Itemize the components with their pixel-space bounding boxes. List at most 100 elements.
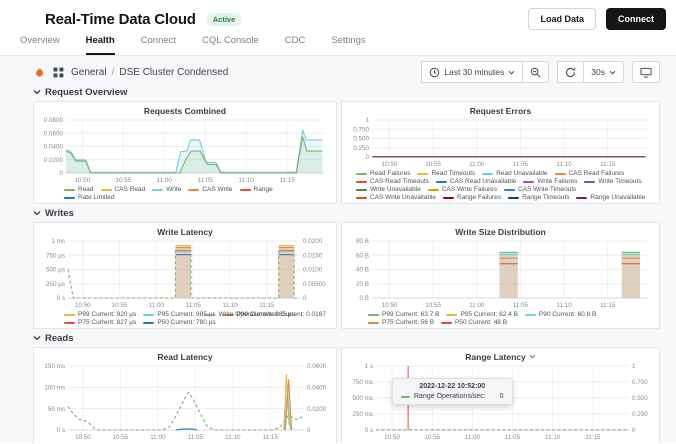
legend-item[interactable]: Write Timeouts xyxy=(584,178,642,185)
refresh-interval-dropdown[interactable]: 30s xyxy=(583,62,623,82)
svg-text:10:55: 10:55 xyxy=(112,302,128,309)
tab-overview[interactable]: Overview xyxy=(20,35,60,46)
legend-item[interactable]: P75 Current: 827 µs xyxy=(64,319,136,326)
legend-swatch xyxy=(64,196,75,199)
read-latency-chart[interactable]: 0 s 0 50 ms 0.0200 100 ms 0.0400 150 ms 0.0600 1… xyxy=(38,362,332,442)
legend-item[interactable]: Range Unavailable xyxy=(576,194,645,201)
monitor-icon xyxy=(640,67,652,78)
svg-text:0.0600: 0.0600 xyxy=(307,363,327,370)
legend-item[interactable]: P99 Current: 920 µs xyxy=(64,311,136,318)
breadcrumb-dashboard-name[interactable]: DSE Cluster Condensed xyxy=(119,66,229,78)
svg-text:0: 0 xyxy=(632,427,636,434)
svg-text:10:55: 10:55 xyxy=(424,434,440,441)
grafana-logo-icon[interactable] xyxy=(33,66,46,79)
legend-item[interactable]: Read xyxy=(64,186,94,193)
legend-item[interactable]: Rate Limited xyxy=(64,194,115,201)
legend-swatch xyxy=(100,188,112,191)
legend-item[interactable]: CAS Read xyxy=(100,186,145,193)
write-size-distribution-chart[interactable]: 0 B 20 B 40 B 60 B 80 B 10:50 10:55 11:00 11:05 1… xyxy=(346,237,655,310)
legend-item[interactable]: P50 Current: 780 µs xyxy=(143,319,216,326)
svg-text:0.0100: 0.0100 xyxy=(303,267,323,274)
legend-item[interactable]: CAS Write Failures xyxy=(427,186,497,193)
zoom-out-button[interactable] xyxy=(522,62,548,82)
legend-item[interactable]: Write Unavailable xyxy=(356,186,421,193)
svg-text:11:00: 11:00 xyxy=(465,434,481,441)
dashboards-grid-icon[interactable] xyxy=(53,66,64,78)
legend-item[interactable]: CAS Write xyxy=(188,186,233,193)
legend-item[interactable]: CAS Read Timeouts xyxy=(356,178,429,185)
legend-item[interactable]: CAS Write Timeouts xyxy=(503,186,576,193)
legend-item[interactable]: Write Operations/sec Current: 0.0167 xyxy=(204,311,326,318)
svg-text:0.250: 0.250 xyxy=(353,145,369,152)
legend-item[interactable]: Read Timeouts xyxy=(417,170,475,177)
panel-title[interactable]: Request Errors xyxy=(469,105,532,116)
svg-text:11:00: 11:00 xyxy=(469,161,485,168)
svg-text:0.0150: 0.0150 xyxy=(303,252,323,259)
svg-text:250 µs: 250 µs xyxy=(46,281,65,288)
section-reads[interactable]: Reads xyxy=(33,332,660,344)
time-range-label: Last 30 minutes xyxy=(444,67,505,77)
legend-item[interactable]: P75 Current: 56 B xyxy=(368,319,434,326)
legend-item[interactable]: CAS Write Unavailable xyxy=(356,194,436,201)
legend-item[interactable]: P90 Current: 885 µs xyxy=(222,311,295,318)
legend-item[interactable]: Range xyxy=(239,186,273,193)
legend-label: Write Unavailable xyxy=(370,186,421,193)
panel-title[interactable]: Write Latency xyxy=(157,226,213,237)
legend-item[interactable]: Range Timeouts xyxy=(508,194,569,201)
time-range-picker[interactable]: Last 30 minutes xyxy=(422,62,522,82)
connect-button[interactable]: Connect xyxy=(606,8,666,30)
svg-text:0.0600: 0.0600 xyxy=(44,130,64,137)
chart-legend: P99 Current: 920 µs P95 Current: 985 µs P9… xyxy=(38,310,332,326)
panel-title[interactable]: Requests Combined xyxy=(143,105,227,116)
legend-label: P50 Current: 48 B xyxy=(455,319,508,326)
legend-item[interactable]: P90 Current: 60.8 B xyxy=(524,311,596,318)
svg-text:10:55: 10:55 xyxy=(425,302,441,309)
tab-cdc[interactable]: CDC xyxy=(284,35,306,46)
legend-swatch xyxy=(482,172,494,175)
section-writes[interactable]: Writes xyxy=(33,207,660,219)
legend-item[interactable]: P95 Current: 985 µs xyxy=(143,311,216,318)
panel-title[interactable]: Range Latency xyxy=(346,351,655,362)
load-data-button[interactable]: Load Data xyxy=(528,8,596,30)
legend-swatch xyxy=(356,196,367,199)
svg-text:60 B: 60 B xyxy=(356,252,369,259)
legend-label: Range Failures xyxy=(457,194,502,201)
legend-item[interactable]: Read Unavailable xyxy=(482,170,548,177)
legend-item[interactable]: Range Failures xyxy=(443,194,501,201)
svg-text:0: 0 xyxy=(365,154,369,161)
legend-item[interactable]: P99 Current: 63.7 B xyxy=(368,311,439,318)
svg-text:11:05: 11:05 xyxy=(198,177,214,184)
svg-text:11:15: 11:15 xyxy=(600,302,616,309)
svg-text:0.500: 0.500 xyxy=(632,395,648,402)
legend-item[interactable]: P50 Current: 48 B xyxy=(441,319,507,326)
panel-title[interactable]: Read Latency xyxy=(157,351,213,362)
requests-combined-chart[interactable]: 0 0.0200 0.0400 0.0600 0.0800 10:50 10:55 11:00… xyxy=(38,116,332,185)
legend-item[interactable]: Write Failures xyxy=(523,178,577,185)
request-errors-chart[interactable]: 0 0.250 0.500 0.750 1 10:50 10:55 11:00 11:05 11:… xyxy=(346,116,655,169)
legend-label: P50 Current: 780 µs xyxy=(157,319,216,326)
svg-text:10:55: 10:55 xyxy=(115,177,131,184)
legend-item[interactable]: CAS Read Failures xyxy=(554,170,624,177)
section-collapse-icon xyxy=(33,335,41,341)
legend-item[interactable]: CAS Read Unavailable xyxy=(435,178,516,185)
tab-health[interactable]: Health xyxy=(85,35,115,55)
tab-connect[interactable]: Connect xyxy=(140,35,177,46)
tv-view-button[interactable] xyxy=(633,62,659,82)
write-latency-chart[interactable]: 0 s 0 250 µs 0.00500 500 µs 0.0100 750 µs 0.015… xyxy=(38,237,332,310)
svg-text:11:15: 11:15 xyxy=(263,434,279,441)
legend-label: Range xyxy=(253,186,273,193)
breadcrumb-folder[interactable]: General xyxy=(71,66,107,78)
section-request-overview[interactable]: Request Overview xyxy=(33,86,660,98)
refresh-button[interactable] xyxy=(558,62,583,82)
tab-settings[interactable]: Settings xyxy=(331,35,366,46)
legend-label: Read Unavailable xyxy=(496,170,548,177)
legend-item[interactable]: Write xyxy=(152,186,181,193)
panel-title[interactable]: Write Size Distribution xyxy=(455,226,546,237)
svg-text:0.0400: 0.0400 xyxy=(307,385,327,392)
legend-swatch xyxy=(204,313,216,316)
tab-cql-console[interactable]: CQL Console xyxy=(202,35,259,46)
legend-item[interactable]: P95 Current: 62.4 B xyxy=(446,311,518,318)
legend-swatch xyxy=(64,321,75,324)
panel-row-reads: Read Latency 0 s 0 50 ms 0.0200 100 ms 0.0400… xyxy=(33,347,660,443)
legend-item[interactable]: Read Failures xyxy=(356,170,410,177)
